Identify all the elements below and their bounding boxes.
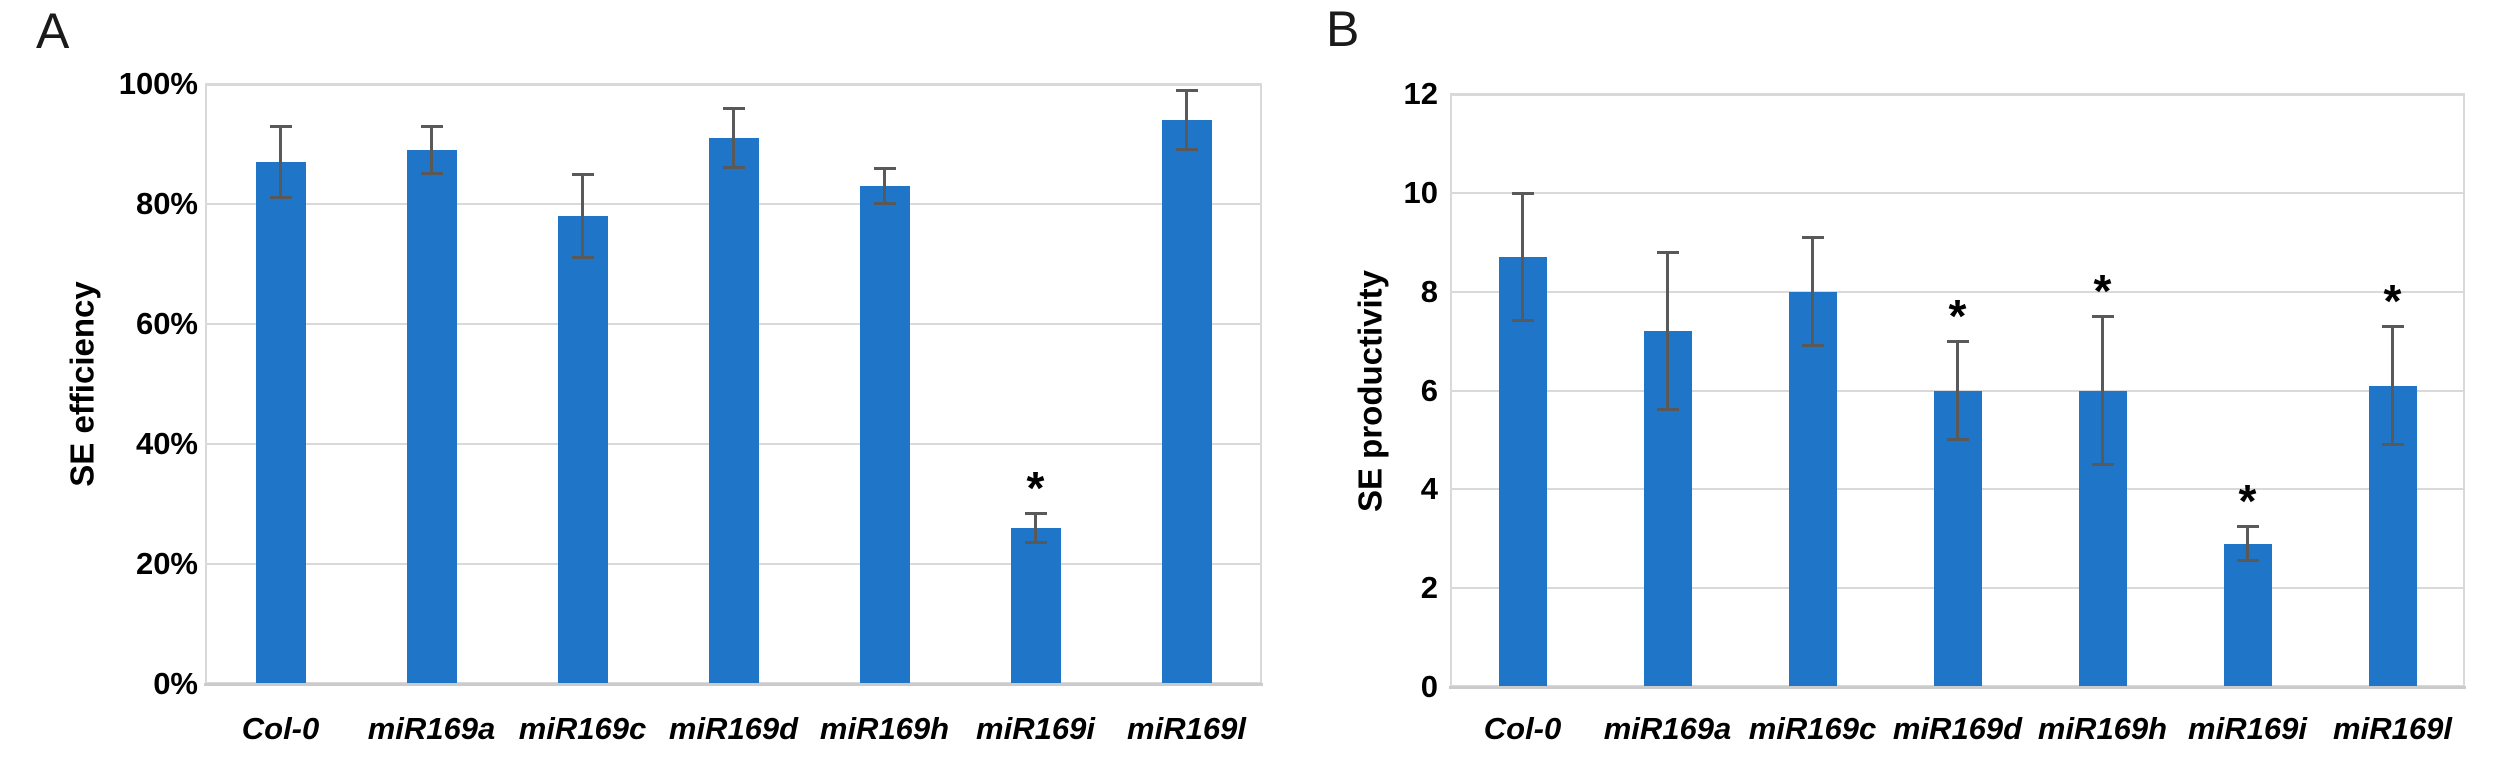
x-category-label: Col-0 <box>241 711 320 746</box>
x-category-label: miR169d <box>668 711 799 746</box>
y-tick-label: 10 <box>1403 174 1438 210</box>
error-bar-cap-bottom <box>420 172 443 175</box>
error-bar-cap-top <box>420 125 443 128</box>
y-tick-label: 2 <box>1420 570 1438 606</box>
y-tick-label: 20% <box>135 546 198 581</box>
error-bar-cap-top <box>722 107 745 110</box>
bar <box>1788 291 1837 687</box>
x-category-label: miR169d <box>1892 711 2023 746</box>
error-bar-whisker <box>1666 252 1669 411</box>
error-bar-cap-top <box>1511 191 1534 195</box>
error-bar-cap-bottom <box>2236 558 2259 562</box>
error-bar-whisker <box>581 174 584 258</box>
error-bar-cap-bottom <box>1656 408 1679 412</box>
gridline <box>1450 191 2465 194</box>
error-bar-cap-bottom <box>1801 344 1824 348</box>
significance-asterisk: * <box>2093 265 2112 318</box>
error-bar-cap-top <box>1801 236 1824 240</box>
bar <box>557 216 608 684</box>
error-bar-whisker <box>1034 513 1037 543</box>
y-tick-label: 80% <box>135 186 198 221</box>
y-tick-label: 6 <box>1420 372 1438 408</box>
error-bar-whisker <box>1811 237 1814 346</box>
x-category-label: miR169c <box>1748 711 1877 746</box>
error-bar-cap-bottom <box>2091 462 2114 466</box>
gridline <box>205 83 1262 85</box>
y-tick-label: 40% <box>135 426 198 461</box>
error-bar-cap-top <box>2381 325 2404 329</box>
error-bar-whisker <box>2246 526 2249 561</box>
error-bar-whisker <box>1521 192 1524 322</box>
y-tick-label: 12 <box>1403 76 1438 111</box>
error-bar-whisker <box>1956 341 1959 440</box>
bar <box>406 150 457 684</box>
error-bar-cap-bottom <box>1175 148 1198 151</box>
bar <box>1010 528 1061 684</box>
panel-letter: B <box>1326 1 1360 57</box>
error-bar-cap-top <box>1175 89 1198 92</box>
error-bar-cap-top <box>1656 251 1679 255</box>
error-bar-whisker <box>2391 326 2394 445</box>
panel-letter: A <box>36 3 70 59</box>
error-bar-cap-bottom <box>1024 541 1047 544</box>
x-axis-line <box>204 683 1263 686</box>
x-category-label: miR169i <box>976 711 1095 746</box>
error-bar-cap-top <box>873 167 896 170</box>
error-bar-cap-bottom <box>1946 437 1969 441</box>
x-category-label: miR169l <box>1127 711 1246 746</box>
error-bar-cap-top <box>269 125 292 128</box>
significance-asterisk: * <box>2383 275 2402 328</box>
x-category-label: miR169h <box>2037 711 2168 746</box>
bar <box>1498 257 1547 687</box>
x-category-label: miR169a <box>367 711 496 746</box>
error-bar-cap-top <box>1946 340 1969 344</box>
y-tick-label: 8 <box>1420 273 1438 309</box>
x-axis-line <box>1449 686 2466 689</box>
error-bar-whisker <box>2101 316 2104 465</box>
bar <box>255 162 306 684</box>
y-tick-label: 0% <box>153 666 198 701</box>
error-bar-whisker <box>883 168 886 204</box>
error-bar-whisker <box>732 108 735 168</box>
error-bar-whisker <box>430 126 433 174</box>
x-category-label: miR169i <box>2188 711 2307 746</box>
x-category-label: miR169h <box>819 711 950 746</box>
significance-asterisk: * <box>1948 290 1967 343</box>
y-tick-label: 100% <box>118 66 198 101</box>
error-bar-cap-bottom <box>873 202 896 205</box>
error-bar-cap-bottom <box>269 196 292 199</box>
x-category-label: miR169a <box>1603 711 1732 746</box>
error-bar-whisker <box>279 126 282 198</box>
y-tick-label: 4 <box>1420 471 1438 507</box>
x-category-label: Col-0 <box>1483 711 1562 746</box>
error-bar-whisker <box>1185 90 1188 150</box>
y-tick-label: 0 <box>1420 669 1438 704</box>
error-bar-cap-top <box>2236 525 2259 529</box>
bar <box>1161 120 1212 684</box>
bar <box>2223 543 2272 687</box>
significance-asterisk: * <box>1026 462 1045 514</box>
error-bar-cap-bottom <box>1511 319 1534 323</box>
bar <box>708 138 759 684</box>
x-category-label: miR169c <box>518 711 647 746</box>
error-bar-cap-top <box>1024 512 1047 515</box>
gridline <box>1450 290 2465 293</box>
error-bar-cap-bottom <box>571 256 594 259</box>
x-category-label: miR169l <box>2333 711 2452 746</box>
bar <box>859 186 910 684</box>
y-tick-label: 60% <box>135 306 198 341</box>
gridline <box>1450 93 2465 95</box>
error-bar-cap-top <box>2091 315 2114 319</box>
error-bar-cap-bottom <box>2381 442 2404 446</box>
significance-asterisk: * <box>2238 475 2257 528</box>
error-bar-cap-top <box>571 173 594 176</box>
error-bar-cap-bottom <box>722 166 745 169</box>
